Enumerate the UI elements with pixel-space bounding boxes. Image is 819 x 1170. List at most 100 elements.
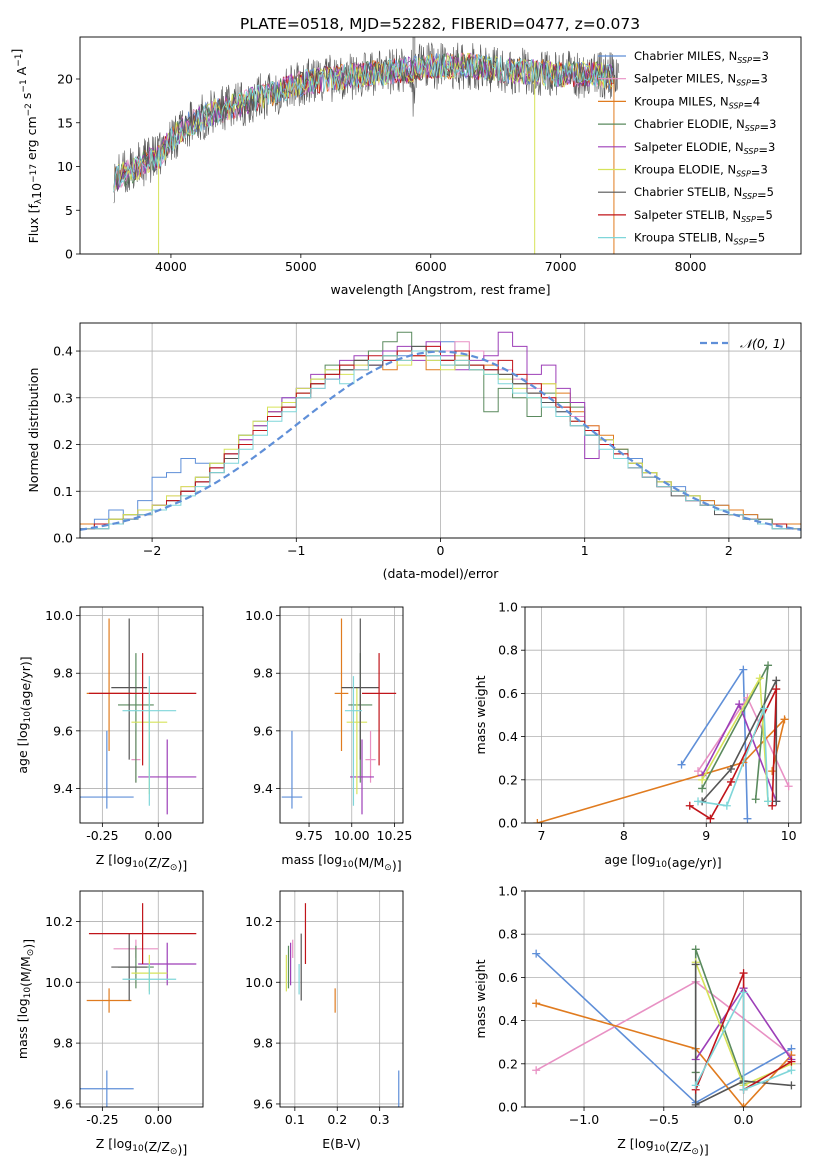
weight-marker xyxy=(698,784,707,793)
axes-frame xyxy=(79,36,802,255)
y-tick-label: 9.8 xyxy=(53,1036,73,1051)
y-tick-label: 0.4 xyxy=(498,1013,518,1028)
y-tick-label: 15 xyxy=(57,115,73,130)
spectrum-model xyxy=(113,53,613,193)
label-sub: 10 xyxy=(132,860,144,870)
x-tick-label: 9.75 xyxy=(295,828,323,843)
weight-marker xyxy=(685,801,694,810)
axes-frame xyxy=(524,890,802,1108)
legend-series-name: Kroupa ELODIE xyxy=(634,163,720,177)
x-tick-label: 5000 xyxy=(285,259,317,274)
legend-nssp-value: 3 xyxy=(760,72,767,86)
weight-marker xyxy=(739,1085,748,1094)
legend-eq: = xyxy=(758,143,768,157)
x-tick-label: 7000 xyxy=(545,259,577,274)
y-tick-label: 0.3 xyxy=(53,390,73,405)
weight-marker xyxy=(764,797,773,806)
x-tick-label: 0.1 xyxy=(285,1112,305,1127)
legend-nssp-prefix: , N xyxy=(729,117,745,131)
legend-nssp-sub: SSP xyxy=(744,147,759,156)
label-part: )] xyxy=(392,858,402,873)
x-tick-label: 1 xyxy=(581,543,589,558)
legend-series-name: Salpeter MILES xyxy=(634,72,720,86)
legend-label: Kroupa STELIB, NSSP=5 xyxy=(634,231,765,248)
legend-eq: = xyxy=(752,52,762,66)
legend-nssp-prefix: , N xyxy=(718,231,734,245)
age-vs-Z-panel: -0.25 0.009.49.69.810.0Z [log10(Z/Z⊙)]age… xyxy=(15,606,204,873)
weight-marker xyxy=(706,814,715,823)
legend-nssp-prefix: , N xyxy=(720,72,736,86)
y-tick-label: 0 xyxy=(65,247,73,262)
y-tick-label: 10.0 xyxy=(245,608,273,623)
label-sub: −1 xyxy=(19,79,29,92)
spectrum-panel: 4000 5000 6000 7000 8000 0 5 10 15 20 wavelength [… xyxy=(9,36,802,297)
weight-marker xyxy=(772,797,781,806)
legend-nssp-prefix: , N xyxy=(725,208,741,222)
normal-curve xyxy=(80,350,801,531)
x-tick-label: 10.00 xyxy=(334,828,370,843)
weight-line xyxy=(535,1002,792,1107)
axes-frame xyxy=(279,890,404,1108)
legend-nssp-prefix: , N xyxy=(726,185,742,199)
axes-frame xyxy=(524,606,802,824)
y-tick-label: 10.0 xyxy=(245,975,273,990)
weight-marker xyxy=(787,1057,796,1066)
y-tick-label: 10 xyxy=(57,159,73,174)
weight-marker xyxy=(735,700,744,709)
label-part: Z [log xyxy=(96,852,132,867)
weight-marker xyxy=(532,999,541,1008)
label-part: (M/M xyxy=(354,855,385,870)
weight-marker xyxy=(532,949,541,958)
x-tick-label: 6000 xyxy=(415,259,447,274)
label-part: age [log xyxy=(604,852,655,867)
weight-line xyxy=(694,964,792,1107)
weight-marker xyxy=(784,782,793,791)
y-tick-label: 20 xyxy=(57,72,73,87)
y-tick-label: 9.8 xyxy=(53,666,73,681)
y-tick-label: 9.8 xyxy=(253,1036,273,1051)
legend-nssp-sub: SSP xyxy=(742,192,757,201)
x-tick-label: −0.5 xyxy=(649,1112,679,1127)
weight-line xyxy=(701,664,769,800)
weight-marker xyxy=(743,814,752,823)
weight-marker xyxy=(694,797,703,806)
legend-nssp-value: 5 xyxy=(767,185,774,199)
y-tick-label: 0.8 xyxy=(498,643,518,658)
label-sub: ⊙ xyxy=(170,863,178,873)
legend-label: Salpeter STELIB, NSSP=5 xyxy=(634,208,773,225)
legend-nssp-prefix: , N xyxy=(713,94,729,108)
label-part: (Z/Z xyxy=(144,855,170,870)
x-axis-label: (data-model)/error xyxy=(383,566,500,581)
x-tick-label: 0.0 xyxy=(734,1112,754,1127)
y-tick-label: 10.2 xyxy=(45,914,73,929)
y-tick-label: 0.2 xyxy=(498,1056,518,1071)
label-part: age [log xyxy=(15,722,30,773)
label-part: )] xyxy=(699,1142,709,1157)
weight-marker xyxy=(691,1081,700,1090)
x-tick-label: 4000 xyxy=(155,259,187,274)
label-part: )] xyxy=(177,1142,187,1157)
x-tick-label: 0.00 xyxy=(144,1112,172,1127)
label-sub: 10 xyxy=(23,711,33,723)
y-tick-label: 9.4 xyxy=(53,781,73,796)
legend-label: Chabrier MILES, NSSP=3 xyxy=(634,49,769,66)
weight-vs-Z-panel: −1.0 −0.5 0.0 0.0 0.2 0.4 0.6 0.8 1.0 Z [log10(Z/… xyxy=(473,884,802,1157)
x-tick-label: 0 xyxy=(437,543,445,558)
y-axis-label: Flux [fλ10−17 erg cm−2 s−1 A−1] xyxy=(9,49,44,244)
weight-marker xyxy=(739,665,748,674)
errorbar-points xyxy=(285,903,400,1107)
x-tick-label: 2 xyxy=(725,543,733,558)
x-tick-label: 0.00 xyxy=(144,828,172,843)
label-part: (age/yr)] xyxy=(667,855,722,870)
weight-marker xyxy=(726,765,735,773)
errorbar-points xyxy=(80,903,197,1107)
weight-line xyxy=(697,708,769,807)
x-axis-label: Z [log10(Z/Z⊙)] xyxy=(96,852,187,873)
label-part: s xyxy=(19,93,34,104)
legend-nssp-sub: SSP xyxy=(745,124,760,133)
y-tick-label: 0.4 xyxy=(53,344,73,359)
label-sub: ⊙ xyxy=(384,863,392,873)
legend-nssp-prefix: , N xyxy=(720,163,736,177)
